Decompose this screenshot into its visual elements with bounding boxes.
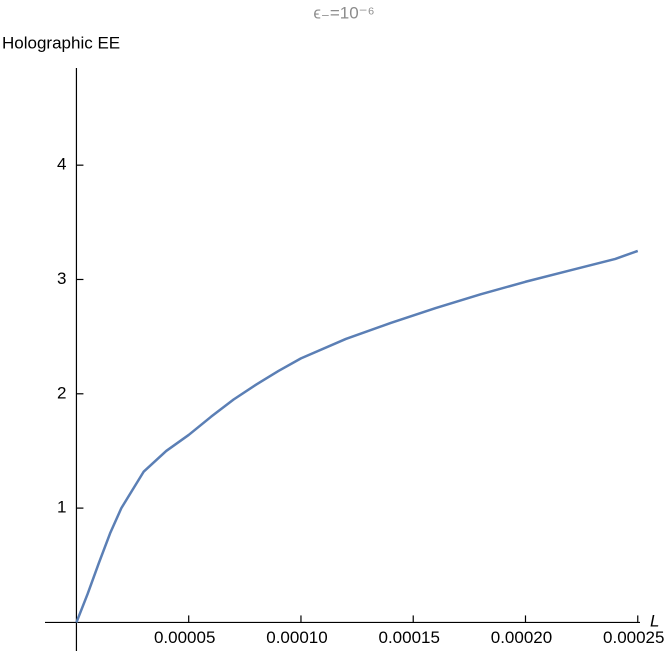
x-tick-label: 0.00005 (154, 628, 215, 647)
x-tick-label: 0.00020 (491, 628, 552, 647)
x-tick-label: 0.00015 (378, 628, 439, 647)
y-tick-label: 2 (57, 383, 66, 402)
chart-title: ϵ₋=10⁻⁶ (313, 3, 374, 22)
data-line (75, 249, 639, 623)
y-axis-label: Holographic EE (2, 33, 120, 52)
y-tick-label: 4 (57, 155, 66, 174)
x-axis-label: L (650, 611, 659, 630)
x-tick-label: 0.00010 (266, 628, 327, 647)
y-tick-label: 3 (57, 269, 66, 288)
x-tick-label: 0.00025 (603, 628, 664, 647)
y-tick-label: 1 (57, 498, 66, 517)
